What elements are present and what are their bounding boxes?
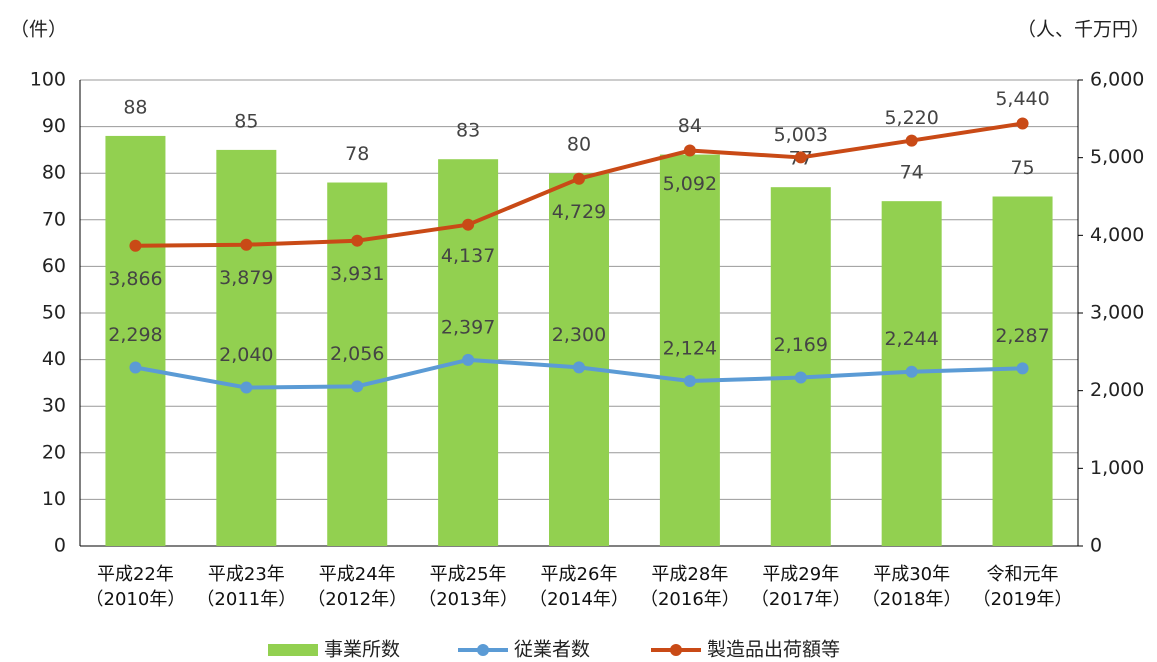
y-tick-label: 30 <box>42 395 66 417</box>
y-tick-label: 50 <box>42 302 66 324</box>
bar <box>105 135 166 547</box>
value-label: 2,244 <box>884 328 938 350</box>
y-tick-label: 60 <box>42 255 66 277</box>
point <box>351 380 364 393</box>
value-label: 2,397 <box>441 316 495 338</box>
legend-marker <box>670 644 682 656</box>
y-tick-label: 40 <box>42 348 66 370</box>
point <box>240 381 253 394</box>
value-label: 5,092 <box>663 173 717 195</box>
point <box>905 134 918 147</box>
value-label: 2,287 <box>995 325 1049 347</box>
x-tick-label: 平成24年 （2012年） <box>307 564 408 610</box>
point <box>905 365 918 378</box>
value-label: 2,040 <box>219 344 273 366</box>
legend-swatch <box>268 644 318 656</box>
x-tick-label: 平成30年 （2018年） <box>861 564 962 610</box>
x-tick-label: 令和元年 （2019年） <box>972 564 1073 610</box>
point <box>462 353 475 366</box>
y-tick-label: 80 <box>42 162 66 184</box>
point <box>1016 117 1029 130</box>
point <box>573 361 585 374</box>
y2-tick-label: 5,000 <box>1090 146 1144 168</box>
value-label: 5,003 <box>774 124 828 146</box>
legend-marker <box>477 644 489 656</box>
x-tick-label: 平成25年 （2013年） <box>418 564 519 610</box>
y-axis-label: （件） <box>10 19 67 41</box>
y-tick-label: 70 <box>42 208 66 230</box>
point <box>683 375 696 388</box>
bar <box>659 154 720 546</box>
value-label: 3,879 <box>219 267 273 289</box>
value-label: 4,729 <box>552 201 606 223</box>
point <box>129 361 142 374</box>
value-label: 2,298 <box>108 324 162 346</box>
point <box>351 234 364 247</box>
x-tick-label: 平成22年 （2010年） <box>85 564 186 610</box>
y-tick-label: 10 <box>42 488 66 510</box>
y2-axis-label: （人、千万円） <box>1017 19 1150 41</box>
point <box>462 218 475 231</box>
value-label: 3,866 <box>108 268 162 290</box>
y2-tick-label: 4,000 <box>1090 224 1144 246</box>
point <box>794 151 807 164</box>
x-tick-label: 平成23年 （2011年） <box>196 564 297 610</box>
point <box>683 144 696 157</box>
value-label: 74 <box>900 162 924 184</box>
value-label: 2,124 <box>663 338 717 360</box>
value-label: 80 <box>567 134 591 156</box>
y2-tick-label: 2,000 <box>1090 379 1144 401</box>
value-label: 5,440 <box>995 88 1049 110</box>
legend-label: 製造品出荷額等 <box>707 639 840 661</box>
value-label: 75 <box>1010 157 1034 179</box>
point <box>1016 362 1029 375</box>
bar <box>549 173 609 546</box>
value-label: 84 <box>678 115 702 137</box>
value-label: 88 <box>123 96 147 118</box>
y2-tick-label: 6,000 <box>1090 69 1144 91</box>
value-label: 2,300 <box>552 324 606 346</box>
y2-tick-label: 3,000 <box>1090 302 1144 324</box>
x-tick-label: 平成26年 （2014年） <box>529 564 629 610</box>
legend-label: 事業所数 <box>324 639 400 661</box>
bar <box>770 187 831 546</box>
y2-tick-label: 1,000 <box>1090 457 1144 479</box>
value-label: 5,220 <box>884 107 938 129</box>
value-label: 2,169 <box>774 334 828 356</box>
x-tick-label: 平成29年 （2017年） <box>750 564 851 610</box>
value-label: 2,056 <box>330 343 384 365</box>
y-tick-label: 0 <box>54 535 66 557</box>
value-label: 85 <box>234 110 258 132</box>
legend-label: 従業者数 <box>514 639 590 661</box>
y-tick-label: 20 <box>42 441 66 463</box>
point <box>794 371 807 384</box>
value-label: 83 <box>456 120 480 142</box>
point <box>129 239 142 252</box>
y2-tick-label: 0 <box>1090 535 1102 557</box>
value-label: 78 <box>345 143 369 165</box>
y-tick-label: 90 <box>42 115 66 137</box>
bar <box>216 149 277 546</box>
point <box>573 172 585 185</box>
y-tick-label: 100 <box>30 69 66 91</box>
x-tick-label: 平成28年 （2016年） <box>639 564 740 610</box>
value-label: 4,137 <box>441 245 495 267</box>
point <box>240 238 253 251</box>
value-label: 3,931 <box>330 263 384 285</box>
